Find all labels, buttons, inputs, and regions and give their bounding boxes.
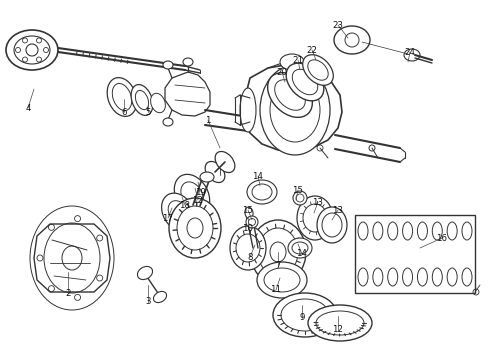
Text: 10: 10 xyxy=(243,224,253,233)
Text: 7: 7 xyxy=(275,261,281,270)
Text: 23: 23 xyxy=(333,21,343,30)
Text: 6: 6 xyxy=(121,108,127,117)
Ellipse shape xyxy=(297,196,333,240)
Text: 12: 12 xyxy=(193,195,203,204)
Ellipse shape xyxy=(273,293,337,337)
Text: 5: 5 xyxy=(145,108,151,117)
Ellipse shape xyxy=(131,85,153,116)
Circle shape xyxy=(246,216,258,228)
Text: 12: 12 xyxy=(333,325,343,334)
Ellipse shape xyxy=(334,26,370,54)
Text: 13: 13 xyxy=(313,198,323,207)
Ellipse shape xyxy=(205,162,225,183)
Circle shape xyxy=(293,191,307,205)
Ellipse shape xyxy=(169,198,221,258)
Ellipse shape xyxy=(163,61,173,69)
Text: 8: 8 xyxy=(247,252,253,261)
Ellipse shape xyxy=(288,238,312,258)
Text: 18: 18 xyxy=(179,201,191,210)
Ellipse shape xyxy=(200,172,214,182)
Ellipse shape xyxy=(260,65,330,155)
Ellipse shape xyxy=(6,30,58,70)
Bar xyxy=(355,215,475,293)
Ellipse shape xyxy=(317,207,347,243)
Ellipse shape xyxy=(174,174,210,216)
Polygon shape xyxy=(245,65,342,152)
Text: 19: 19 xyxy=(195,188,205,197)
Text: 21: 21 xyxy=(293,55,303,64)
Ellipse shape xyxy=(308,305,372,341)
Text: 3: 3 xyxy=(145,297,151,306)
Ellipse shape xyxy=(183,58,193,66)
Polygon shape xyxy=(165,72,210,116)
Ellipse shape xyxy=(230,226,266,270)
Ellipse shape xyxy=(280,54,304,70)
Ellipse shape xyxy=(240,88,256,132)
Ellipse shape xyxy=(107,78,137,116)
Ellipse shape xyxy=(286,63,324,101)
Ellipse shape xyxy=(303,55,333,85)
Text: 4: 4 xyxy=(25,104,31,113)
Text: 17: 17 xyxy=(163,213,173,222)
Text: 15: 15 xyxy=(293,185,303,194)
Ellipse shape xyxy=(150,93,166,113)
Text: 16: 16 xyxy=(437,234,447,243)
Text: 24: 24 xyxy=(405,48,416,57)
Text: 11: 11 xyxy=(270,285,281,294)
Ellipse shape xyxy=(257,262,307,298)
Ellipse shape xyxy=(215,152,235,172)
Ellipse shape xyxy=(268,73,312,117)
Text: 2: 2 xyxy=(65,288,71,297)
Ellipse shape xyxy=(247,180,277,204)
Ellipse shape xyxy=(163,118,173,126)
Text: 20: 20 xyxy=(276,68,288,77)
Text: 13: 13 xyxy=(333,206,343,215)
Text: 14: 14 xyxy=(296,249,308,258)
Text: 9: 9 xyxy=(299,314,305,323)
Ellipse shape xyxy=(404,49,420,61)
Ellipse shape xyxy=(162,193,195,231)
Text: 14: 14 xyxy=(252,171,264,180)
Ellipse shape xyxy=(250,220,306,284)
Polygon shape xyxy=(34,224,110,292)
Ellipse shape xyxy=(245,207,253,219)
Text: 1: 1 xyxy=(205,116,211,125)
Text: 15: 15 xyxy=(243,206,253,215)
Text: 22: 22 xyxy=(307,45,318,54)
Ellipse shape xyxy=(138,266,152,280)
Ellipse shape xyxy=(153,292,167,302)
